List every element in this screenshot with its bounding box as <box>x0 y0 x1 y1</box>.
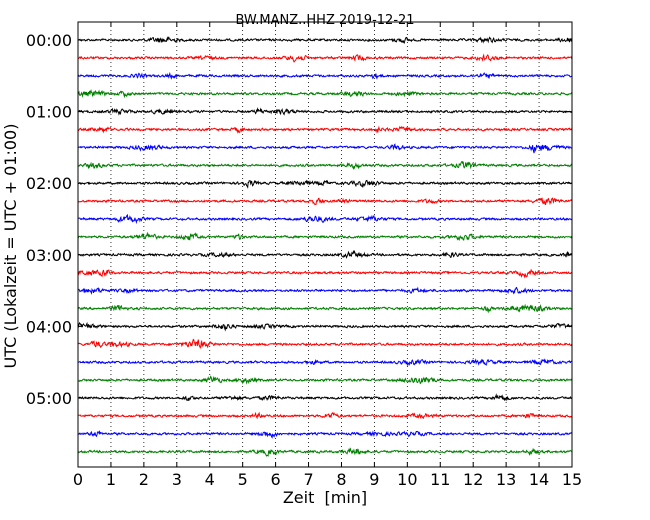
trace-row-1 <box>77 53 573 63</box>
trace-row-0 <box>77 36 573 44</box>
x-tick-label: 13 <box>496 470 516 489</box>
trace-row-21 <box>77 411 573 420</box>
trace-row-13 <box>77 268 573 279</box>
trace-row-14 <box>77 286 572 295</box>
trace-row-22 <box>77 429 573 439</box>
x-tick-label: 4 <box>205 470 215 489</box>
x-tick-label: 10 <box>397 470 417 489</box>
seismic-traces <box>77 36 573 457</box>
y-tick-label: 05:00 <box>26 389 72 408</box>
chart-title: BW.MANZ..HHZ 2019-12-21 <box>235 13 414 28</box>
x-tick-label: 9 <box>369 470 379 489</box>
x-tick-label: 8 <box>336 470 346 489</box>
grid-lines <box>110 22 540 467</box>
trace-row-4 <box>77 107 573 116</box>
y-axis: 00:00 01:00 02:00 03:00 04:00 05:00 <box>26 31 572 408</box>
trace-row-3 <box>77 89 573 99</box>
trace-row-23 <box>77 447 573 457</box>
trace-row-17 <box>77 338 573 349</box>
x-tick-label: 12 <box>463 470 483 489</box>
y-tick-label: 03:00 <box>26 246 72 265</box>
trace-row-7 <box>77 161 573 171</box>
x-tick-label: 6 <box>271 470 281 489</box>
x-tick-label: 2 <box>139 470 149 489</box>
y-tick-label: 04:00 <box>26 317 72 336</box>
trace-row-18 <box>77 358 573 367</box>
trace-row-6 <box>77 143 573 154</box>
x-tick-label: 11 <box>430 470 450 489</box>
y-tick-label: 00:00 <box>26 31 72 50</box>
trace-row-16 <box>77 321 573 332</box>
trace-row-10 <box>77 213 573 225</box>
x-tick-label: 3 <box>172 470 182 489</box>
plot-frame <box>77 21 573 468</box>
trace-row-12 <box>77 249 572 259</box>
y-tick-label: 01:00 <box>26 103 72 122</box>
x-tick-label: 15 <box>562 470 582 489</box>
x-axis: 0 1 2 3 4 5 6 7 8 9 10 11 12 13 14 15 <box>73 22 582 489</box>
trace-row-19 <box>77 375 573 385</box>
trace-row-2 <box>77 71 573 80</box>
trace-row-8 <box>77 179 573 189</box>
trace-row-20 <box>77 393 573 402</box>
x-tick-label: 5 <box>238 470 248 489</box>
x-tick-label: 1 <box>106 470 116 489</box>
x-tick-label: 14 <box>529 470 549 489</box>
x-tick-label: 7 <box>303 470 313 489</box>
trace-row-15 <box>77 303 573 314</box>
trace-row-5 <box>77 125 573 134</box>
trace-row-9 <box>77 197 573 206</box>
y-tick-label: 02:00 <box>26 174 72 193</box>
x-tick-label: 0 <box>73 470 83 489</box>
y-axis-label: UTC (Lokalzeit = UTC + 01:00) <box>1 124 20 369</box>
x-axis-label: Zeit [min] <box>283 488 367 507</box>
trace-row-11 <box>77 231 573 242</box>
